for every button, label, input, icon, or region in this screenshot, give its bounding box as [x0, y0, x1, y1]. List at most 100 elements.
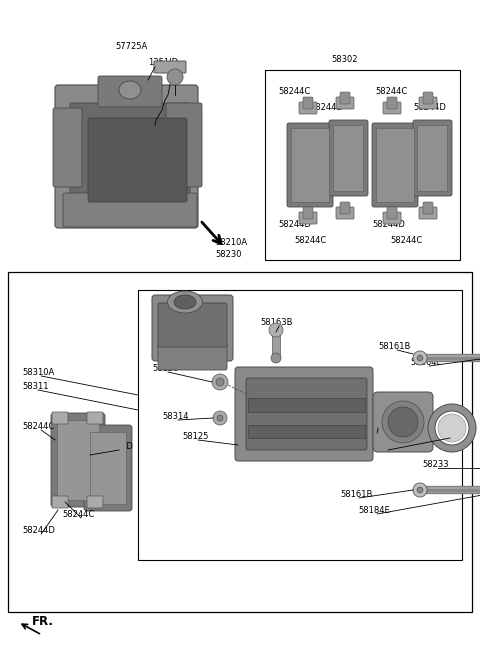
Text: 58244D: 58244D — [413, 103, 446, 112]
Circle shape — [212, 374, 228, 390]
Text: 58244C: 58244C — [22, 422, 54, 431]
Ellipse shape — [388, 407, 418, 437]
Text: 58210A: 58210A — [215, 238, 247, 247]
FancyBboxPatch shape — [152, 295, 233, 361]
FancyBboxPatch shape — [387, 97, 397, 109]
Bar — [291, 128, 329, 202]
Text: 58244C: 58244C — [390, 236, 422, 245]
Text: 58233: 58233 — [422, 460, 449, 469]
Text: 58244D: 58244D — [100, 442, 133, 451]
FancyBboxPatch shape — [299, 212, 317, 224]
FancyBboxPatch shape — [158, 343, 227, 370]
Text: 58314: 58314 — [162, 412, 189, 421]
Circle shape — [438, 414, 466, 442]
FancyBboxPatch shape — [88, 118, 187, 202]
FancyBboxPatch shape — [63, 193, 197, 227]
FancyBboxPatch shape — [55, 85, 198, 228]
FancyBboxPatch shape — [336, 97, 354, 109]
FancyBboxPatch shape — [372, 123, 418, 207]
Bar — [417, 125, 447, 191]
Bar — [138, 290, 462, 560]
FancyBboxPatch shape — [373, 392, 433, 452]
FancyBboxPatch shape — [340, 92, 350, 104]
Circle shape — [269, 323, 283, 337]
FancyBboxPatch shape — [53, 108, 82, 187]
Circle shape — [216, 378, 224, 386]
FancyBboxPatch shape — [87, 412, 103, 424]
Circle shape — [417, 487, 423, 493]
Circle shape — [413, 351, 427, 365]
FancyBboxPatch shape — [166, 103, 202, 187]
Text: 57725A: 57725A — [115, 42, 147, 51]
FancyBboxPatch shape — [423, 202, 433, 214]
Bar — [57, 420, 99, 500]
Text: 58120: 58120 — [152, 364, 179, 373]
Text: 58244D: 58244D — [22, 526, 55, 535]
FancyBboxPatch shape — [246, 378, 367, 450]
Text: 58244D: 58244D — [310, 103, 343, 112]
Text: 58164E: 58164E — [410, 358, 442, 367]
Bar — [272, 332, 280, 358]
Circle shape — [217, 415, 223, 421]
FancyBboxPatch shape — [154, 61, 186, 73]
FancyBboxPatch shape — [336, 207, 354, 219]
FancyBboxPatch shape — [383, 212, 401, 224]
Circle shape — [435, 411, 469, 445]
FancyBboxPatch shape — [235, 367, 373, 461]
FancyBboxPatch shape — [84, 425, 132, 511]
Text: 58125: 58125 — [182, 432, 208, 441]
Text: 58184E: 58184E — [358, 506, 390, 515]
Text: 58244D: 58244D — [372, 220, 405, 229]
Text: FR.: FR. — [32, 615, 54, 628]
FancyBboxPatch shape — [387, 207, 397, 219]
Text: 58302: 58302 — [332, 55, 358, 64]
Bar — [248, 398, 365, 412]
Text: 58161B: 58161B — [378, 342, 410, 351]
FancyBboxPatch shape — [329, 120, 368, 196]
Ellipse shape — [168, 291, 203, 313]
Ellipse shape — [119, 81, 141, 99]
Text: 58244C: 58244C — [62, 510, 94, 519]
Text: 58244C: 58244C — [294, 236, 326, 245]
Bar — [8, 272, 472, 612]
Text: 58163B: 58163B — [260, 318, 292, 327]
FancyBboxPatch shape — [303, 97, 313, 109]
FancyBboxPatch shape — [419, 97, 437, 109]
Text: 58244C: 58244C — [375, 87, 407, 96]
Text: 58311: 58311 — [22, 382, 48, 391]
Circle shape — [271, 353, 281, 363]
FancyBboxPatch shape — [70, 103, 190, 222]
FancyBboxPatch shape — [419, 207, 437, 219]
FancyBboxPatch shape — [299, 102, 317, 114]
Text: 58235C: 58235C — [358, 425, 390, 434]
FancyBboxPatch shape — [413, 120, 452, 196]
FancyBboxPatch shape — [383, 102, 401, 114]
Text: 58232: 58232 — [372, 442, 398, 451]
FancyBboxPatch shape — [52, 412, 68, 424]
Bar — [90, 432, 126, 504]
Circle shape — [417, 355, 423, 361]
FancyBboxPatch shape — [303, 207, 313, 219]
Bar — [248, 425, 365, 438]
FancyBboxPatch shape — [51, 413, 105, 507]
FancyBboxPatch shape — [423, 92, 433, 104]
Circle shape — [167, 69, 183, 85]
Circle shape — [428, 404, 476, 452]
Ellipse shape — [382, 401, 424, 443]
FancyBboxPatch shape — [98, 76, 162, 107]
Bar — [333, 125, 363, 191]
Text: 58244C: 58244C — [278, 87, 310, 96]
FancyBboxPatch shape — [340, 202, 350, 214]
Text: 58310A: 58310A — [22, 368, 54, 377]
Text: 58161B: 58161B — [340, 490, 372, 499]
FancyBboxPatch shape — [158, 303, 227, 347]
FancyBboxPatch shape — [52, 496, 68, 508]
Ellipse shape — [174, 295, 196, 309]
Circle shape — [413, 483, 427, 497]
Bar — [265, 70, 460, 260]
Text: 58244D: 58244D — [278, 220, 311, 229]
FancyBboxPatch shape — [287, 123, 333, 207]
FancyBboxPatch shape — [87, 496, 103, 508]
Text: 58230: 58230 — [215, 250, 241, 259]
Circle shape — [213, 411, 227, 425]
